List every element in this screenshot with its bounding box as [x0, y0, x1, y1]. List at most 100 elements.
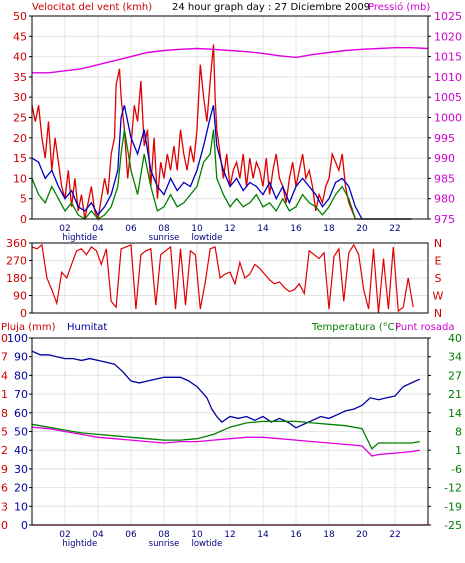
series-direction — [31, 243, 414, 314]
pressure-axis-label: 1015 — [434, 51, 462, 64]
humidity-axis-label: 0 — [21, 519, 28, 532]
pressure-axis-label: 1000 — [434, 112, 462, 125]
rain-title: Pluja (mm) — [1, 322, 56, 333]
wind-time-axis-hour-label: 08 — [158, 224, 170, 234]
pressure-axis-label: 985 — [434, 172, 455, 185]
pressure-axis-label: 995 — [434, 132, 455, 145]
graph-title: 24 hour graph day : 27 Diciembre 2009 — [172, 2, 370, 13]
rain-axis-label: 3 — [1, 500, 8, 513]
weather-time-axis-hour-label: 06 — [125, 530, 137, 540]
wind-axis-label: 5 — [20, 193, 27, 206]
temperature-axis-label: 1 — [455, 444, 462, 457]
wind-time-axis-hour-label: 16 — [290, 224, 302, 234]
rain-axis-label: 9 — [1, 463, 8, 476]
compass-label: N — [434, 237, 442, 250]
temperature-axis-label: 40 — [448, 332, 462, 345]
humidity-axis-label: 60 — [14, 407, 28, 420]
humidity-title: Humitat — [67, 322, 107, 333]
weather-time-axis-hour-label: 04 — [92, 530, 104, 540]
compass-label: E — [435, 255, 442, 268]
series-humidity — [31, 350, 421, 429]
wind-time-axis-hour-label: 02 — [59, 224, 70, 234]
temperature-axis-label: -19 — [444, 500, 462, 513]
series-temp — [31, 420, 420, 450]
humidity-axis-label: 10 — [14, 500, 28, 513]
temperature-axis-label: -6 — [451, 463, 462, 476]
series-pressure — [32, 47, 429, 74]
compass-label: S — [435, 272, 442, 285]
wind-axis-label: 30 — [13, 91, 27, 104]
weather-time-axis-hour-label: 12 — [224, 530, 235, 540]
rain-axis-label: 27 — [0, 351, 8, 364]
weather-time-axis-hour-label: 16 — [290, 530, 302, 540]
wind-axis-label: 40 — [13, 51, 27, 64]
humidity-axis-label: 90 — [14, 351, 28, 364]
temperature-axis-label: 14 — [448, 407, 462, 420]
wind-axis-label: 15 — [13, 152, 27, 165]
axes-layer: 0510152025303540455097598098599099510001… — [0, 10, 462, 549]
pressure-axis-label: 1020 — [434, 30, 462, 43]
direction-axis-label: 0 — [20, 307, 27, 320]
temperature-title: Temperatura (°C) — [311, 322, 399, 333]
wind-time-axis-hour-label: 10 — [191, 224, 203, 234]
rain-axis-label: 0 — [1, 519, 8, 532]
weather-time-axis-event-label: hightide — [62, 539, 97, 549]
weather-time-axis-hour-label: 22 — [389, 530, 400, 540]
pressure-axis-label: 1005 — [434, 91, 462, 104]
temperature-axis-label: 34 — [448, 351, 462, 364]
pressure-axis-label: 975 — [434, 213, 455, 226]
series-average — [31, 105, 412, 220]
wind-axis-label: 50 — [13, 10, 27, 23]
wind-axis-label: 25 — [13, 112, 27, 125]
humidity-axis-label: 70 — [14, 388, 28, 401]
compass-label: N — [434, 307, 442, 320]
wind-time-axis-hour-label: 04 — [92, 224, 104, 234]
wind-time-axis-hour-label: 12 — [224, 224, 235, 234]
rain-axis-label: 18 — [0, 407, 8, 420]
pressure-axis-label: 980 — [434, 193, 455, 206]
dewpoint-title: Punt rosada — [395, 322, 454, 333]
direction-axis-label: 180 — [6, 272, 27, 285]
humidity-axis-label: 50 — [14, 426, 28, 439]
weather-time-axis-event-label: sunrise — [149, 539, 180, 549]
wind-time-axis-hour-label: 18 — [323, 224, 335, 234]
temperature-axis-label: 21 — [448, 388, 462, 401]
direction-axis-label: 270 — [6, 255, 27, 268]
wind-time-axis-event-label: hightide — [62, 233, 97, 243]
wind-axis-label: 20 — [13, 132, 27, 145]
wind-time-axis-event-label: lowtide — [191, 233, 222, 243]
rain-axis-label: 30 — [0, 332, 8, 345]
temperature-axis-label: 8 — [455, 426, 462, 439]
pressure-axis-label: 1010 — [434, 71, 462, 84]
temperature-axis-label: 27 — [448, 369, 462, 382]
wind-time-axis-hour-label: 06 — [125, 224, 137, 234]
temperature-axis-label: -25 — [444, 519, 462, 532]
wind-time-axis-event-label: sunrise — [149, 233, 180, 243]
wind-time-axis-hour-label: 22 — [389, 224, 400, 234]
direction-axis-label: 90 — [13, 290, 27, 303]
rain-axis-label: 6 — [1, 482, 8, 495]
weather-time-axis-hour-label: 10 — [191, 530, 203, 540]
series-temp — [31, 426, 420, 457]
pressure-title: Pressió (mb) — [368, 1, 430, 13]
weather-time-axis-event-label: lowtide — [191, 539, 222, 549]
pressure-axis-label: 990 — [434, 152, 455, 165]
rain-axis-label: 12 — [0, 444, 8, 457]
wind-axis-label: 45 — [13, 30, 27, 43]
rain-axis-label: 21 — [0, 388, 8, 401]
humidity-axis-label: 30 — [14, 463, 28, 476]
weather-time-axis-hour-label: 18 — [323, 530, 335, 540]
temperature-axis-label: -12 — [444, 482, 462, 495]
weather-time-axis-hour-label: 20 — [356, 530, 368, 540]
humidity-axis-label: 20 — [14, 482, 28, 495]
pressure-axis-label: 1025 — [434, 10, 462, 23]
wind-time-axis-hour-label: 20 — [356, 224, 368, 234]
humidity-axis-label: 100 — [7, 332, 28, 345]
weather-time-axis-hour-label: 08 — [158, 530, 170, 540]
compass-label: W — [433, 290, 444, 303]
weather-time-axis-hour-label: 02 — [59, 530, 70, 540]
humidity-axis-label: 80 — [14, 369, 28, 382]
wind-axis-label: 10 — [13, 172, 27, 185]
